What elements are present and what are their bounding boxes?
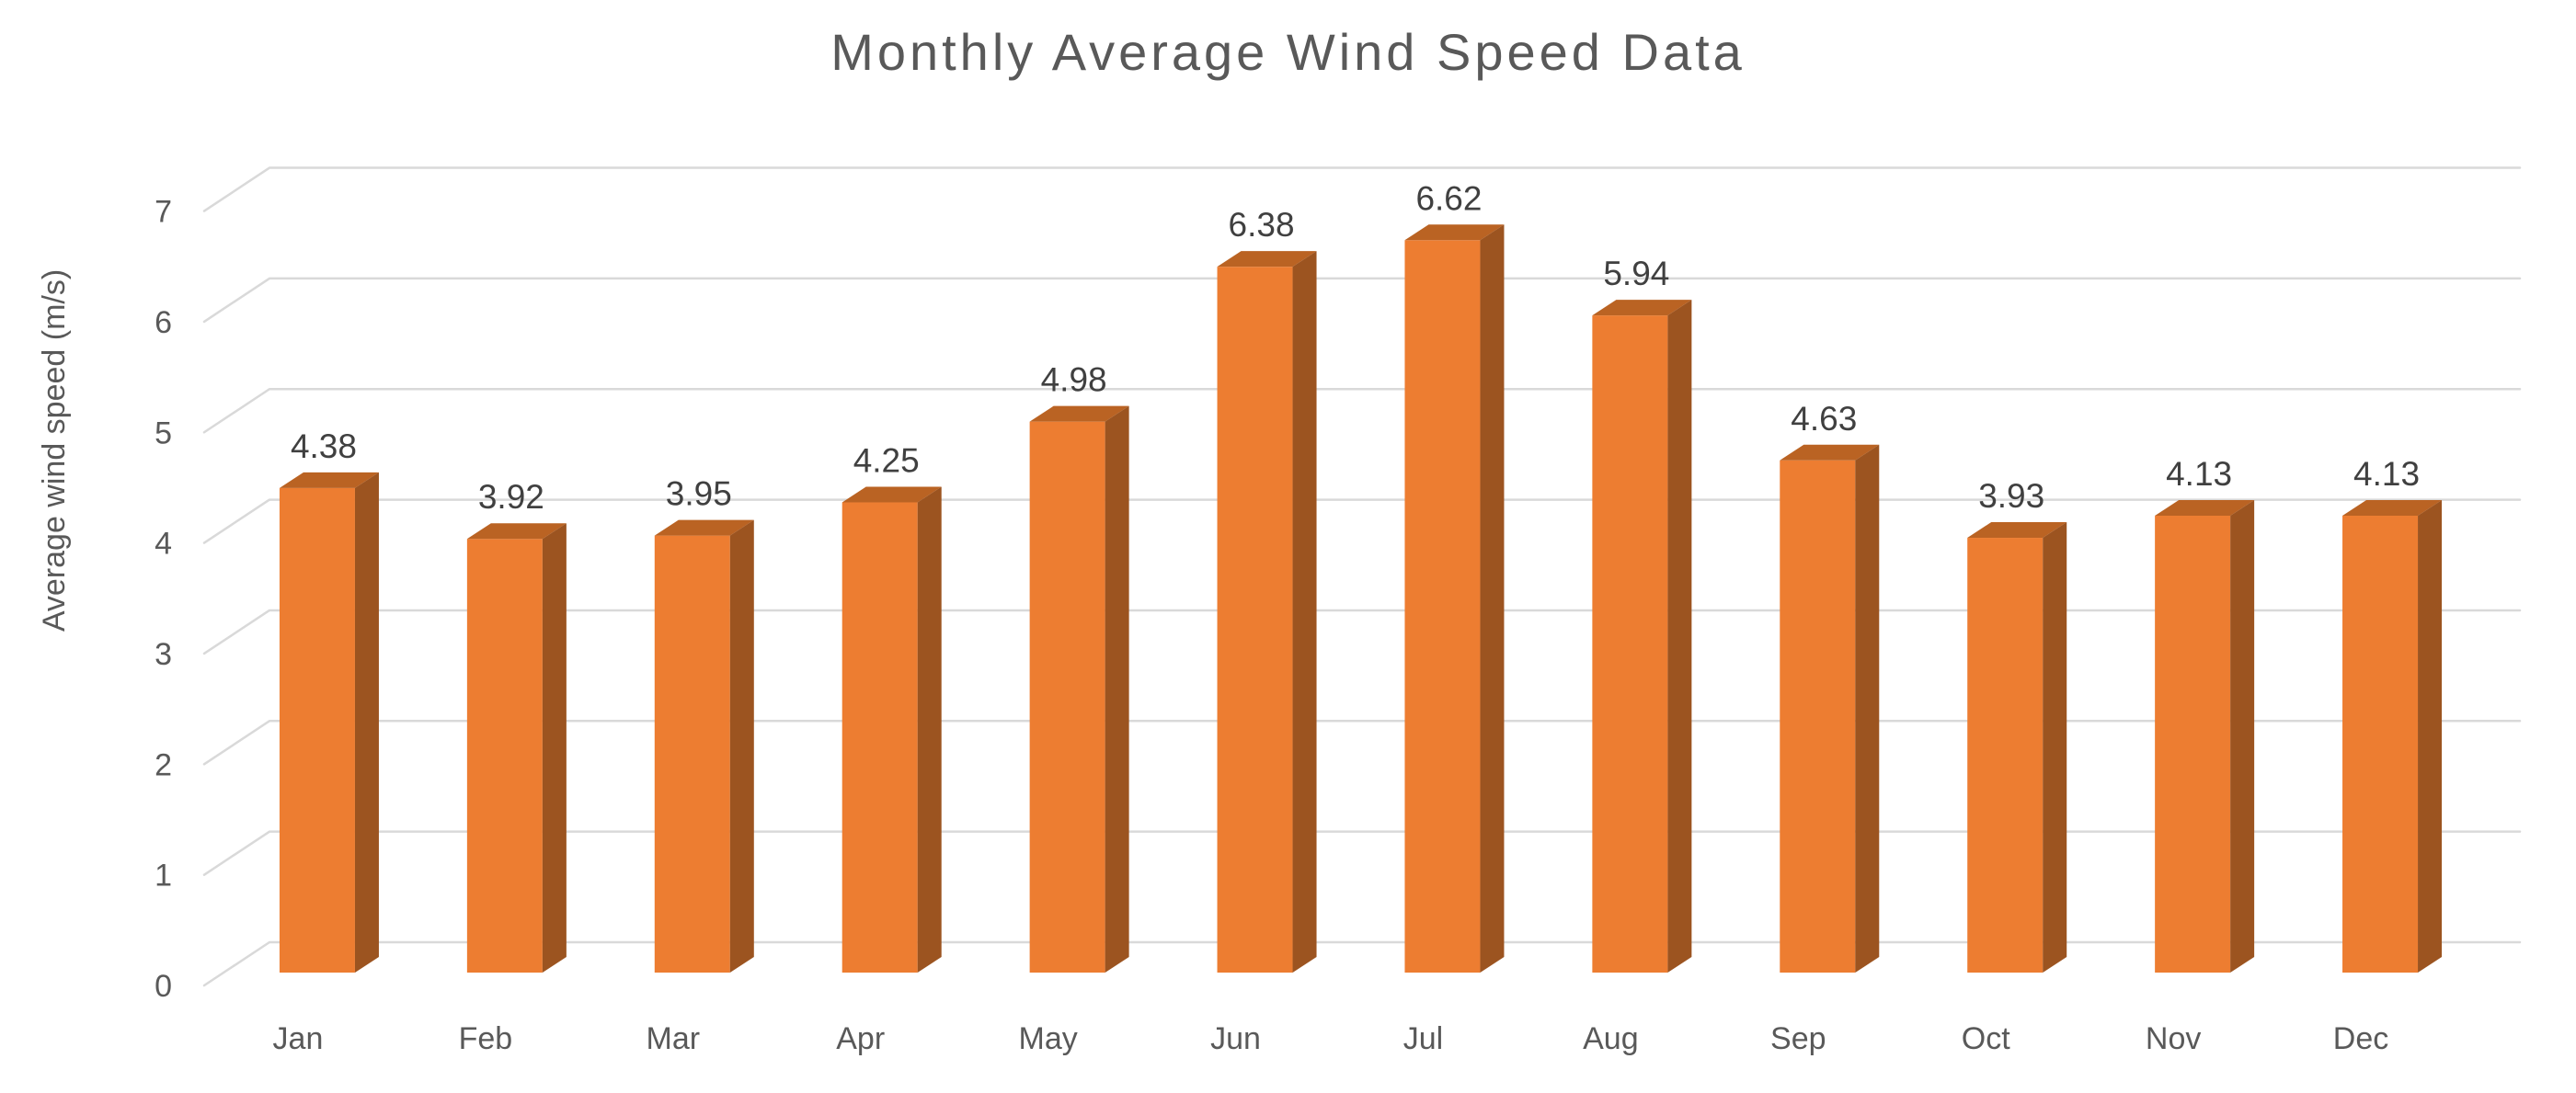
bar-front-Dec — [2342, 515, 2419, 973]
gridline-0 — [202, 940, 2522, 987]
bar-Oct — [1967, 522, 2067, 973]
x-axis-label-Apr: Apr — [836, 1021, 885, 1056]
data-label-Oct: 3.93 — [1978, 477, 2044, 515]
bar-top-Jan — [279, 472, 379, 488]
bar-side-Feb — [542, 523, 567, 973]
bar-front-Feb — [466, 539, 543, 973]
y-axis-tick-0: 0 — [155, 969, 172, 1004]
bar-Jun — [1217, 251, 1317, 973]
bar-side-Mar — [729, 519, 754, 973]
bar-Feb — [466, 523, 567, 973]
bar-front-Jul — [1404, 240, 1481, 973]
gridline-2 — [202, 720, 2522, 766]
data-label-Jan: 4.38 — [291, 427, 357, 465]
data-label-Nov: 4.13 — [2166, 455, 2232, 493]
x-axis-label-Jun: Jun — [1210, 1021, 1261, 1056]
bar-front-Aug — [1592, 315, 1668, 973]
data-label-Dec: 4.13 — [2353, 455, 2420, 493]
bar-front-Jun — [1217, 267, 1293, 973]
y-axis-tick-4: 4 — [155, 527, 172, 562]
x-axis-label-May: May — [1019, 1021, 1078, 1056]
bar-side-Oct — [2043, 522, 2067, 973]
x-axis-label-Feb: Feb — [459, 1021, 513, 1056]
x-axis-label-Aug: Aug — [1583, 1021, 1639, 1056]
gridline-5 — [202, 388, 2522, 434]
bar-Jul — [1404, 224, 1505, 973]
bar-side-Apr — [917, 486, 942, 973]
data-label-May: 4.98 — [1041, 361, 1107, 399]
bar-Dec — [2342, 499, 2443, 973]
bar-May — [1029, 405, 1129, 973]
x-axis-label-Nov: Nov — [2146, 1021, 2201, 1056]
bar-top-Feb — [466, 523, 567, 540]
x-axis-label-Jan: Jan — [273, 1021, 324, 1056]
bar-top-Dec — [2342, 499, 2443, 516]
bar-side-May — [1105, 405, 1129, 973]
chart-title: Monthly Average Wind Speed Data — [830, 23, 1746, 81]
data-label-Apr: 4.25 — [853, 442, 920, 480]
x-axis-label-Oct: Oct — [1962, 1021, 2010, 1056]
x-axis-label-Mar: Mar — [647, 1021, 701, 1056]
bar-top-Apr — [841, 486, 942, 503]
data-label-Jun: 6.38 — [1229, 206, 1295, 244]
data-label-Jul: 6.62 — [1415, 179, 1482, 217]
bar-side-Aug — [1667, 300, 1692, 973]
y-axis-tick-7: 7 — [155, 195, 172, 230]
bar-side-Jan — [354, 472, 379, 973]
bar-Sep — [1780, 444, 1880, 973]
bar-Apr — [841, 486, 942, 973]
gridline-6 — [202, 277, 2522, 324]
data-label-Sep: 4.63 — [1791, 400, 1857, 438]
bar-top-Jul — [1404, 224, 1505, 241]
gridline-1 — [202, 830, 2522, 876]
bar-Nov — [2155, 499, 2255, 973]
gridline-4 — [202, 498, 2522, 544]
y-axis-tick-3: 3 — [155, 637, 172, 672]
bar-top-Nov — [2155, 499, 2255, 516]
bar-front-Sep — [1780, 460, 1856, 973]
x-axis-label-Jul: Jul — [1403, 1021, 1443, 1056]
data-label-Feb: 3.92 — [478, 478, 544, 516]
bar-side-Jul — [1480, 224, 1505, 973]
bar-top-Oct — [1967, 522, 2067, 539]
y-axis-tick-2: 2 — [155, 747, 172, 782]
gridline-3 — [202, 609, 2522, 655]
bar-front-Oct — [1967, 538, 2044, 973]
bar-top-Jun — [1217, 251, 1317, 268]
bar-side-Sep — [1855, 444, 1880, 973]
bar-front-Nov — [2155, 515, 2231, 973]
y-axis-title: Average wind speed (m/s) — [37, 269, 72, 632]
bar-top-May — [1029, 405, 1129, 422]
bar-side-Jun — [1292, 251, 1317, 973]
data-label-Aug: 5.94 — [1603, 255, 1669, 292]
bar-side-Nov — [2230, 499, 2255, 973]
bar-front-Apr — [841, 502, 918, 973]
x-axis-label-Sep: Sep — [1770, 1021, 1826, 1056]
bar-Mar — [654, 519, 754, 973]
y-axis-tick-1: 1 — [155, 859, 172, 894]
y-axis-tick-6: 6 — [155, 305, 172, 340]
bar-top-Sep — [1780, 444, 1880, 461]
bar-front-Jan — [279, 487, 355, 973]
bar-top-Aug — [1592, 300, 1692, 316]
x-axis-label-Dec: Dec — [2333, 1021, 2388, 1056]
data-label-Mar: 3.95 — [666, 475, 732, 513]
bar-side-Dec — [2418, 499, 2443, 973]
bar-front-May — [1029, 421, 1105, 973]
bar-front-Mar — [654, 535, 730, 973]
bar-Aug — [1592, 300, 1692, 973]
gridline-7 — [202, 166, 2522, 212]
bar-top-Mar — [654, 519, 754, 536]
bar-Jan — [279, 472, 379, 973]
y-axis-tick-5: 5 — [155, 416, 172, 450]
